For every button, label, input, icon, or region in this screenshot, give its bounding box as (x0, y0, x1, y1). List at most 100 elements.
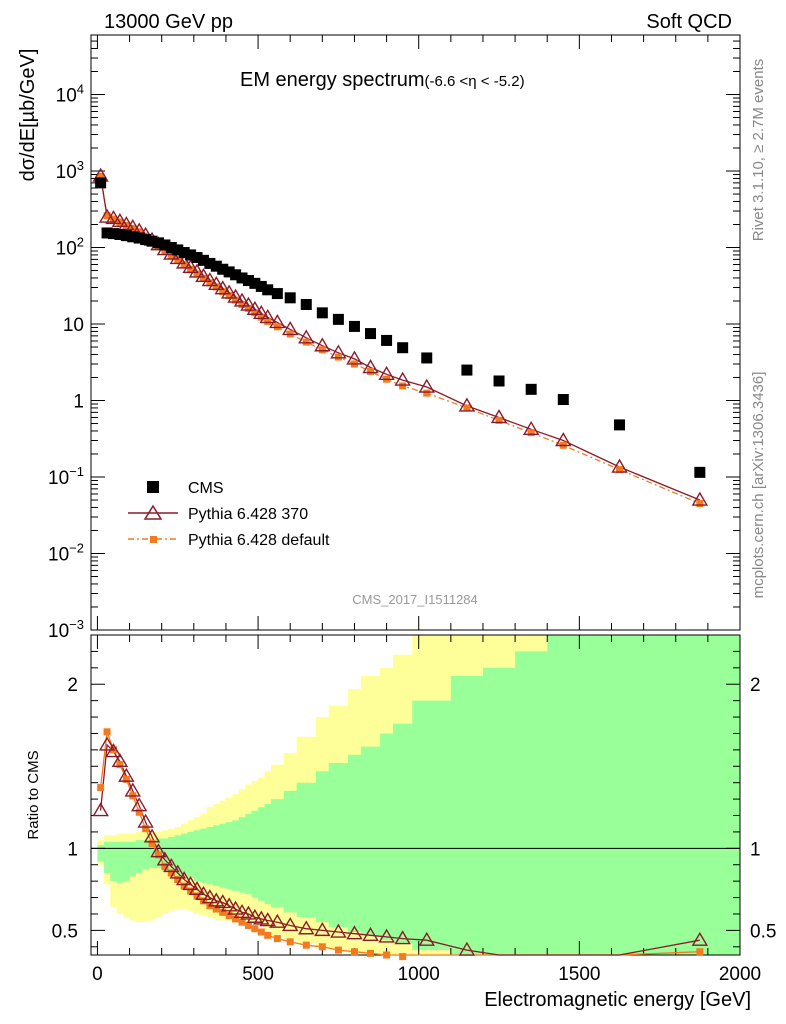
main-point-cms (178, 247, 190, 259)
ratio-y-tick-label-right: 2 (750, 675, 761, 696)
ratio-y-tick-label: 1 (67, 839, 78, 860)
ratio-point-pythia-default (264, 931, 272, 939)
ratio-point-pythia-370 (346, 925, 363, 940)
ratio-y-tick-label: 0.5 (52, 921, 78, 942)
main-point-cms (172, 244, 184, 256)
main-point-cms (614, 419, 626, 431)
ratio-point-pythia-default (318, 943, 326, 951)
main-point-cms (271, 288, 283, 300)
main-point-cms (381, 334, 393, 346)
x-tick-label: 0 (92, 964, 103, 985)
main-point-cms (204, 257, 216, 269)
main-point-pythia-default (463, 404, 471, 412)
ratio-point-pythia-370 (418, 931, 435, 946)
ratio-point-pythia-default (161, 862, 169, 870)
main-point-pythia-370 (458, 397, 476, 412)
ratio-point-pythia-370 (143, 828, 161, 843)
main-point-pythia-370 (182, 258, 199, 274)
main-point-cms (694, 466, 706, 478)
main-point-pythia-370 (314, 337, 331, 352)
ratio-y-tick-label-right: 1 (750, 839, 761, 860)
main-point-pythia-370 (188, 263, 206, 278)
ratio-point-pythia-default (399, 953, 407, 961)
ratio-point-pythia-default (167, 869, 175, 877)
main-point-pythia-default (219, 288, 227, 296)
ratio-point-pythia-default (367, 949, 375, 957)
legend-marker-pythia-370 (143, 504, 163, 520)
main-y-tick-label: 104 (56, 82, 84, 107)
main-point-pythia-default (423, 389, 431, 397)
main-point-cms (249, 277, 261, 289)
header-right: Soft QCD (646, 11, 732, 33)
main-point-pythia-default (97, 172, 105, 180)
ratio-point-pythia-370 (240, 905, 257, 920)
main-point-pythia-default (399, 382, 407, 390)
main-point-cms (525, 383, 537, 395)
main-point-pythia-default (244, 304, 252, 312)
main-point-pythia-370 (118, 216, 135, 231)
main-point-pythia-370 (105, 210, 122, 225)
main-point-cms (114, 228, 126, 240)
ratio-point-pythia-370 (163, 857, 180, 873)
main-point-cms (101, 227, 113, 239)
main-point-cms (255, 280, 267, 292)
ratio-point-pythia-default (219, 908, 227, 916)
main-point-pythia-default (264, 317, 272, 325)
main-point-cms (230, 269, 242, 281)
main-point-pythia-370 (611, 458, 628, 473)
main-point-pythia-default (696, 500, 704, 508)
legend: CMS Pythia 6.428 370 Pythia 6.428 defaul… (128, 480, 330, 549)
main-point-cms (217, 263, 229, 275)
main-point-pythia-default (199, 274, 207, 282)
ratio-point-pythia-370 (227, 900, 244, 915)
main-point-cms (461, 364, 473, 376)
header-left: 13000 GeV pp (104, 11, 233, 33)
ratio-point-pythia-370 (182, 876, 199, 891)
main-point-pythia-370 (233, 292, 251, 307)
main-point-pythia-default (225, 292, 233, 300)
main-point-cms (133, 232, 145, 244)
ratio-point-pythia-default (334, 946, 342, 954)
ratio-point-pythia-default (212, 905, 220, 913)
ratio-y-tick-label: 2 (67, 675, 78, 696)
ratio-point-pythia-370 (378, 928, 395, 943)
ratio-point-pythia-370 (130, 797, 148, 812)
main-point-pythia-370 (362, 359, 379, 374)
main-point-pythia-default (103, 212, 111, 220)
main-point-pythia-370 (394, 371, 411, 386)
main-point-pythia-default (187, 265, 195, 273)
ratio-y-axis-label: Ratio to CMS (25, 750, 42, 839)
ratio-point-pythia-370 (298, 920, 315, 935)
ratio-point-pythia-370 (330, 923, 347, 938)
main-point-pythia-370 (175, 254, 193, 269)
main-point-cms (152, 237, 164, 249)
main-point-pythia-370 (522, 420, 540, 436)
ratio-point-pythia-default (302, 941, 310, 949)
ratio-point-pythia-default (187, 887, 195, 895)
main-point-cms (557, 394, 569, 406)
main-series-group (92, 167, 709, 508)
main-point-cms (365, 328, 377, 340)
ratio-point-pythia-370 (169, 864, 186, 879)
main-point-pythia-default (109, 215, 117, 223)
main-point-pythia-default (495, 416, 503, 424)
ratio-point-pythia-370 (458, 941, 476, 956)
rivet-version-label: Rivet 3.1.10, ≥ 2.7M events (750, 59, 767, 242)
ratio-point-pythia-370 (118, 767, 135, 782)
ratio-point-pythia-default (273, 935, 281, 943)
main-y-axis-label: dσ/dE[µb/GeV] (17, 49, 39, 182)
ratio-point-pythia-370 (111, 752, 129, 768)
main-point-pythia-370 (259, 309, 276, 324)
ratio-point-pythia-370 (137, 813, 154, 828)
main-point-pythia-default (527, 429, 535, 437)
main-point-cms (300, 298, 312, 310)
ratio-point-pythia-default (257, 928, 265, 936)
ratio-point-pythia-370 (394, 930, 411, 945)
main-point-cms (191, 252, 203, 264)
ratio-point-pythia-default (286, 938, 294, 946)
ratio-point-pythia-370 (150, 843, 167, 858)
ratio-point-pythia-370 (362, 926, 379, 942)
ratio-point-pythia-370 (214, 894, 231, 909)
main-point-pythia-370 (214, 280, 231, 295)
